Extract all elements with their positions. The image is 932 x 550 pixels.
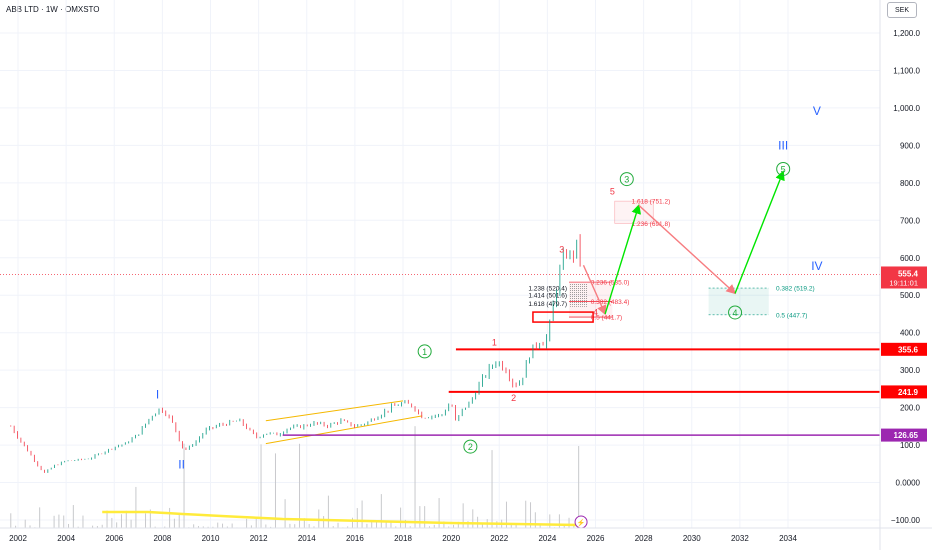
y-tick-label: 100.0 [900,441,921,450]
trend-channel-upper [265,400,404,422]
wave-label: 1 [492,337,497,347]
wave-label: III [778,138,788,152]
x-tick-label: 2024 [538,534,556,543]
x-tick-label: 2020 [442,534,460,543]
projection-arrow-green [734,170,785,294]
wave-label: 3 [559,244,564,254]
wave-label-circle [417,344,432,359]
x-tick-label: 2032 [731,534,749,543]
wave-label: 3 [624,175,629,185]
fib-label: 0.382 (483.4) [591,299,630,306]
y-tick-label: 1,100.0 [893,66,920,75]
wave-label: 2 [468,442,473,452]
x-tick-label: 2008 [153,534,171,543]
y-tick-label: 1,200.0 [893,29,920,38]
x-tick-label: 2018 [394,534,412,543]
time-axis: 2002 2004 2006 2008 2010 2012 2014 2016 2018 2020… [0,527,932,543]
y-tick-label: 0.0000 [896,479,921,488]
price-tag [881,428,927,442]
annotations: 0.236 (535.0) 0.382 (483.4) 0.5 (441.7) 1.2… [156,104,823,529]
wave-label-circle [728,305,743,320]
fib-label: 0.236 (535.0) [591,280,630,287]
wave4-zone [708,288,769,315]
current-price-label: 555.4 [898,269,919,278]
x-tick-label: 2006 [105,534,123,543]
wave-label: IV [811,259,822,273]
projection-arrow-green [604,203,642,315]
x-tick-label: 2002 [9,534,27,543]
volume-ma-line [102,510,579,527]
wave-label: 1 [422,347,427,357]
wave-label: II [178,458,185,472]
wave4-label: 0.5 (447.7) [776,312,807,319]
y-tick-label: 500.0 [900,291,921,300]
y-tick-label: 1,000.0 [893,104,920,113]
price-tag [881,385,927,399]
x-tick-label: 2030 [683,534,701,543]
y-tick-label: 200.0 [900,404,921,413]
bar-countdown: 19:11:01 [889,278,918,287]
x-tick-label: 2034 [779,534,797,543]
wave-label: 2 [511,393,516,403]
x-tick-label: 2004 [57,534,75,543]
x-tick-label: 2012 [250,534,268,543]
fib-extension-zone [569,283,588,307]
fib-highlight-box [532,311,594,323]
price-tag-label: 126.65 [894,431,919,440]
y-tick-label: 300.0 [900,366,921,375]
wave-label: I [156,388,159,402]
y-tick-label: 900.0 [900,141,921,150]
price-series [10,234,581,473]
x-tick-label: 2014 [298,534,316,543]
y-tick-label: 600.0 [900,254,921,263]
projection-arrow-red [638,204,737,295]
wave4-label: 0.382 (519.2) [776,286,815,293]
wave-label-circle [776,161,791,176]
wave-label-circle [463,439,478,454]
y-tick-label: 400.0 [900,329,921,338]
x-tick-label: 2028 [635,534,653,543]
volume-histogram [10,426,580,528]
x-tick-label: 2010 [202,534,220,543]
fib-target-label: 1.236 (691.8) [632,221,671,228]
fib-target-label: 1.618 (751.2) [632,199,671,206]
fib-extension-label: 1.618 (479.7) [528,301,567,308]
fib-extension-label: 1.414 (501.6) [528,293,567,300]
price-tag-label: 355.6 [898,345,919,354]
wave-label-circle [619,172,634,187]
price-tag-label: 241.9 [898,388,919,397]
wave-label: 4 [593,307,598,317]
x-tick-label: 2022 [490,534,508,543]
fib-extension-label: 1.238 (520.4) [528,286,567,293]
x-tick-label: 2026 [587,534,605,543]
y-tick-label: 700.0 [900,216,921,225]
current-price-tag [881,266,927,289]
price-tag [881,342,927,356]
wave-label: 5 [610,186,615,196]
grid [0,0,880,528]
wave-label: V [813,104,821,118]
fib-label: 0.5 (441.7) [591,315,622,322]
symbol-title: ABB LTD · 1W · OMXSTO [6,5,100,14]
lightning-icon: ⚡ [577,518,586,527]
wave-label: 4 [733,308,738,318]
wave-label: 5 [781,164,786,174]
trend-channel-lower [265,415,423,445]
price-axis: 1,200.0 1,100.0 1,000.0 900.0 800.0 700.0 600.… [879,0,927,550]
y-tick-label: 800.0 [900,179,921,188]
y-tick-label: −100.00 [891,516,921,525]
projection-arrow-red [582,264,607,316]
x-tick-label: 2016 [346,534,364,543]
currency-button[interactable]: SEK [887,2,917,18]
